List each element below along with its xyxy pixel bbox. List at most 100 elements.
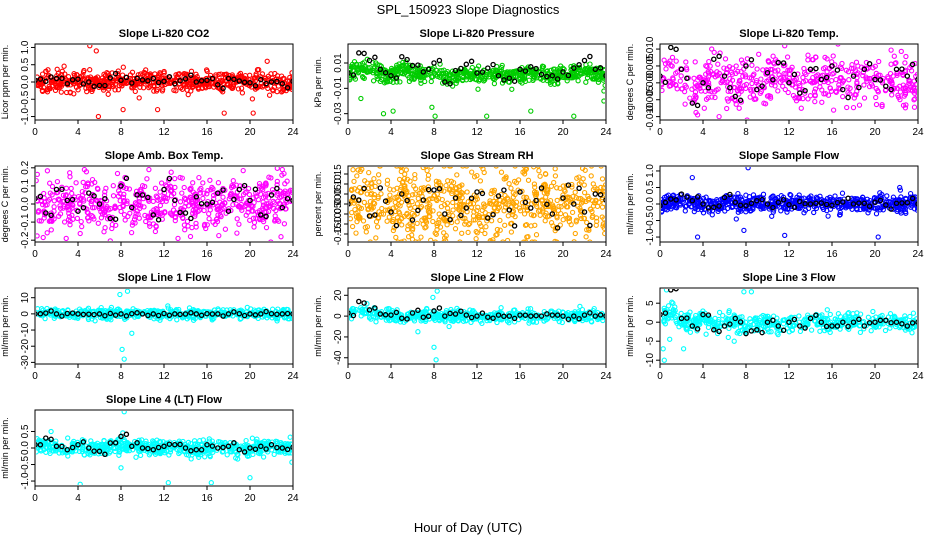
sample-point bbox=[445, 178, 451, 184]
sample-point bbox=[84, 215, 91, 221]
sample-point bbox=[238, 196, 244, 202]
sample-point bbox=[491, 80, 498, 87]
x-tick-label: 16 bbox=[826, 127, 838, 138]
sample-point bbox=[367, 239, 373, 241]
sample-point bbox=[262, 194, 269, 200]
sample-point bbox=[742, 72, 748, 78]
hourly-point bbox=[279, 204, 286, 211]
sample-point bbox=[474, 230, 480, 236]
sample-point bbox=[124, 200, 130, 207]
sample-point bbox=[564, 216, 570, 222]
sample-point bbox=[493, 200, 500, 206]
sample-point bbox=[217, 207, 224, 214]
sample-point bbox=[584, 219, 590, 226]
sample-point bbox=[569, 181, 575, 188]
sample-point bbox=[222, 226, 229, 232]
sample-point bbox=[159, 198, 166, 205]
sample-point bbox=[873, 101, 880, 108]
sample-point bbox=[402, 185, 408, 192]
sample-point bbox=[44, 87, 50, 93]
sample-point bbox=[590, 186, 597, 193]
sample-point bbox=[554, 197, 560, 204]
sample-point bbox=[373, 60, 379, 66]
sample-point bbox=[204, 191, 210, 197]
sample-point bbox=[587, 61, 593, 67]
sample-point bbox=[36, 177, 39, 184]
hourly-point bbox=[263, 308, 269, 315]
plot-frame bbox=[659, 43, 919, 121]
sample-point bbox=[246, 191, 253, 198]
sample-point bbox=[147, 223, 153, 229]
hourly-point bbox=[409, 217, 416, 223]
sample-point bbox=[531, 212, 537, 218]
sample-point bbox=[409, 210, 415, 217]
sample-point bbox=[537, 173, 543, 179]
sample-point bbox=[521, 239, 527, 241]
sample-point bbox=[406, 202, 412, 209]
hourly-point bbox=[538, 185, 545, 191]
sample-point bbox=[800, 79, 807, 85]
sample-point bbox=[441, 188, 447, 194]
outlier-point bbox=[124, 289, 131, 294]
sample-point bbox=[884, 193, 890, 199]
sample-point bbox=[583, 79, 589, 85]
sample-point bbox=[427, 213, 433, 220]
sample-point bbox=[375, 172, 382, 178]
sample-point bbox=[770, 79, 776, 85]
sample-point bbox=[735, 194, 741, 200]
sample-point bbox=[695, 206, 701, 212]
sample-point bbox=[206, 216, 212, 222]
sample-point bbox=[174, 317, 180, 323]
sample-point bbox=[769, 74, 776, 80]
sample-point bbox=[176, 306, 182, 313]
hourly-point bbox=[274, 78, 280, 85]
sample-point bbox=[738, 88, 744, 94]
sample-point bbox=[43, 68, 49, 75]
hourly-point bbox=[48, 308, 54, 314]
hourly-point bbox=[393, 222, 400, 229]
sample-point bbox=[47, 190, 53, 196]
sample-point bbox=[457, 198, 464, 204]
sample-point bbox=[172, 214, 179, 220]
sample-point bbox=[588, 173, 594, 179]
sample-point bbox=[735, 206, 742, 213]
hourly-point bbox=[829, 63, 835, 69]
sample-point bbox=[209, 184, 215, 191]
sample-point bbox=[405, 234, 412, 240]
hourly-point bbox=[247, 197, 253, 204]
sample-point bbox=[78, 73, 85, 79]
sample-point bbox=[214, 203, 221, 209]
x-tick-label: 24 bbox=[600, 249, 612, 260]
sample-point bbox=[106, 315, 112, 322]
sample-point bbox=[290, 75, 292, 81]
sample-point bbox=[444, 218, 450, 224]
sample-point bbox=[729, 77, 736, 83]
hourly-point bbox=[198, 312, 205, 319]
sample-point bbox=[708, 88, 714, 95]
hourly-point bbox=[182, 311, 189, 317]
hourly-point bbox=[511, 223, 518, 229]
sample-point bbox=[177, 199, 184, 205]
x-tick-label: 16 bbox=[826, 249, 838, 260]
sample-point bbox=[179, 190, 185, 196]
hourly-point bbox=[166, 73, 173, 80]
hourly-point bbox=[479, 190, 486, 197]
sample-point bbox=[120, 64, 126, 70]
hourly-point bbox=[236, 310, 243, 317]
sample-point bbox=[165, 303, 171, 309]
sample-point bbox=[168, 211, 174, 217]
y-tick-label: -0.2 bbox=[20, 231, 31, 249]
sample-point bbox=[552, 173, 559, 179]
sample-point bbox=[807, 78, 813, 85]
plot-frame bbox=[659, 165, 919, 243]
sample-point bbox=[401, 319, 407, 325]
sample-point bbox=[205, 187, 211, 194]
sample-point bbox=[577, 303, 583, 310]
sample-point bbox=[471, 192, 477, 198]
sample-point bbox=[531, 167, 537, 170]
hourly-point bbox=[856, 84, 862, 91]
sample-point bbox=[869, 83, 876, 89]
sample-point bbox=[903, 87, 909, 94]
sample-point bbox=[703, 96, 710, 102]
